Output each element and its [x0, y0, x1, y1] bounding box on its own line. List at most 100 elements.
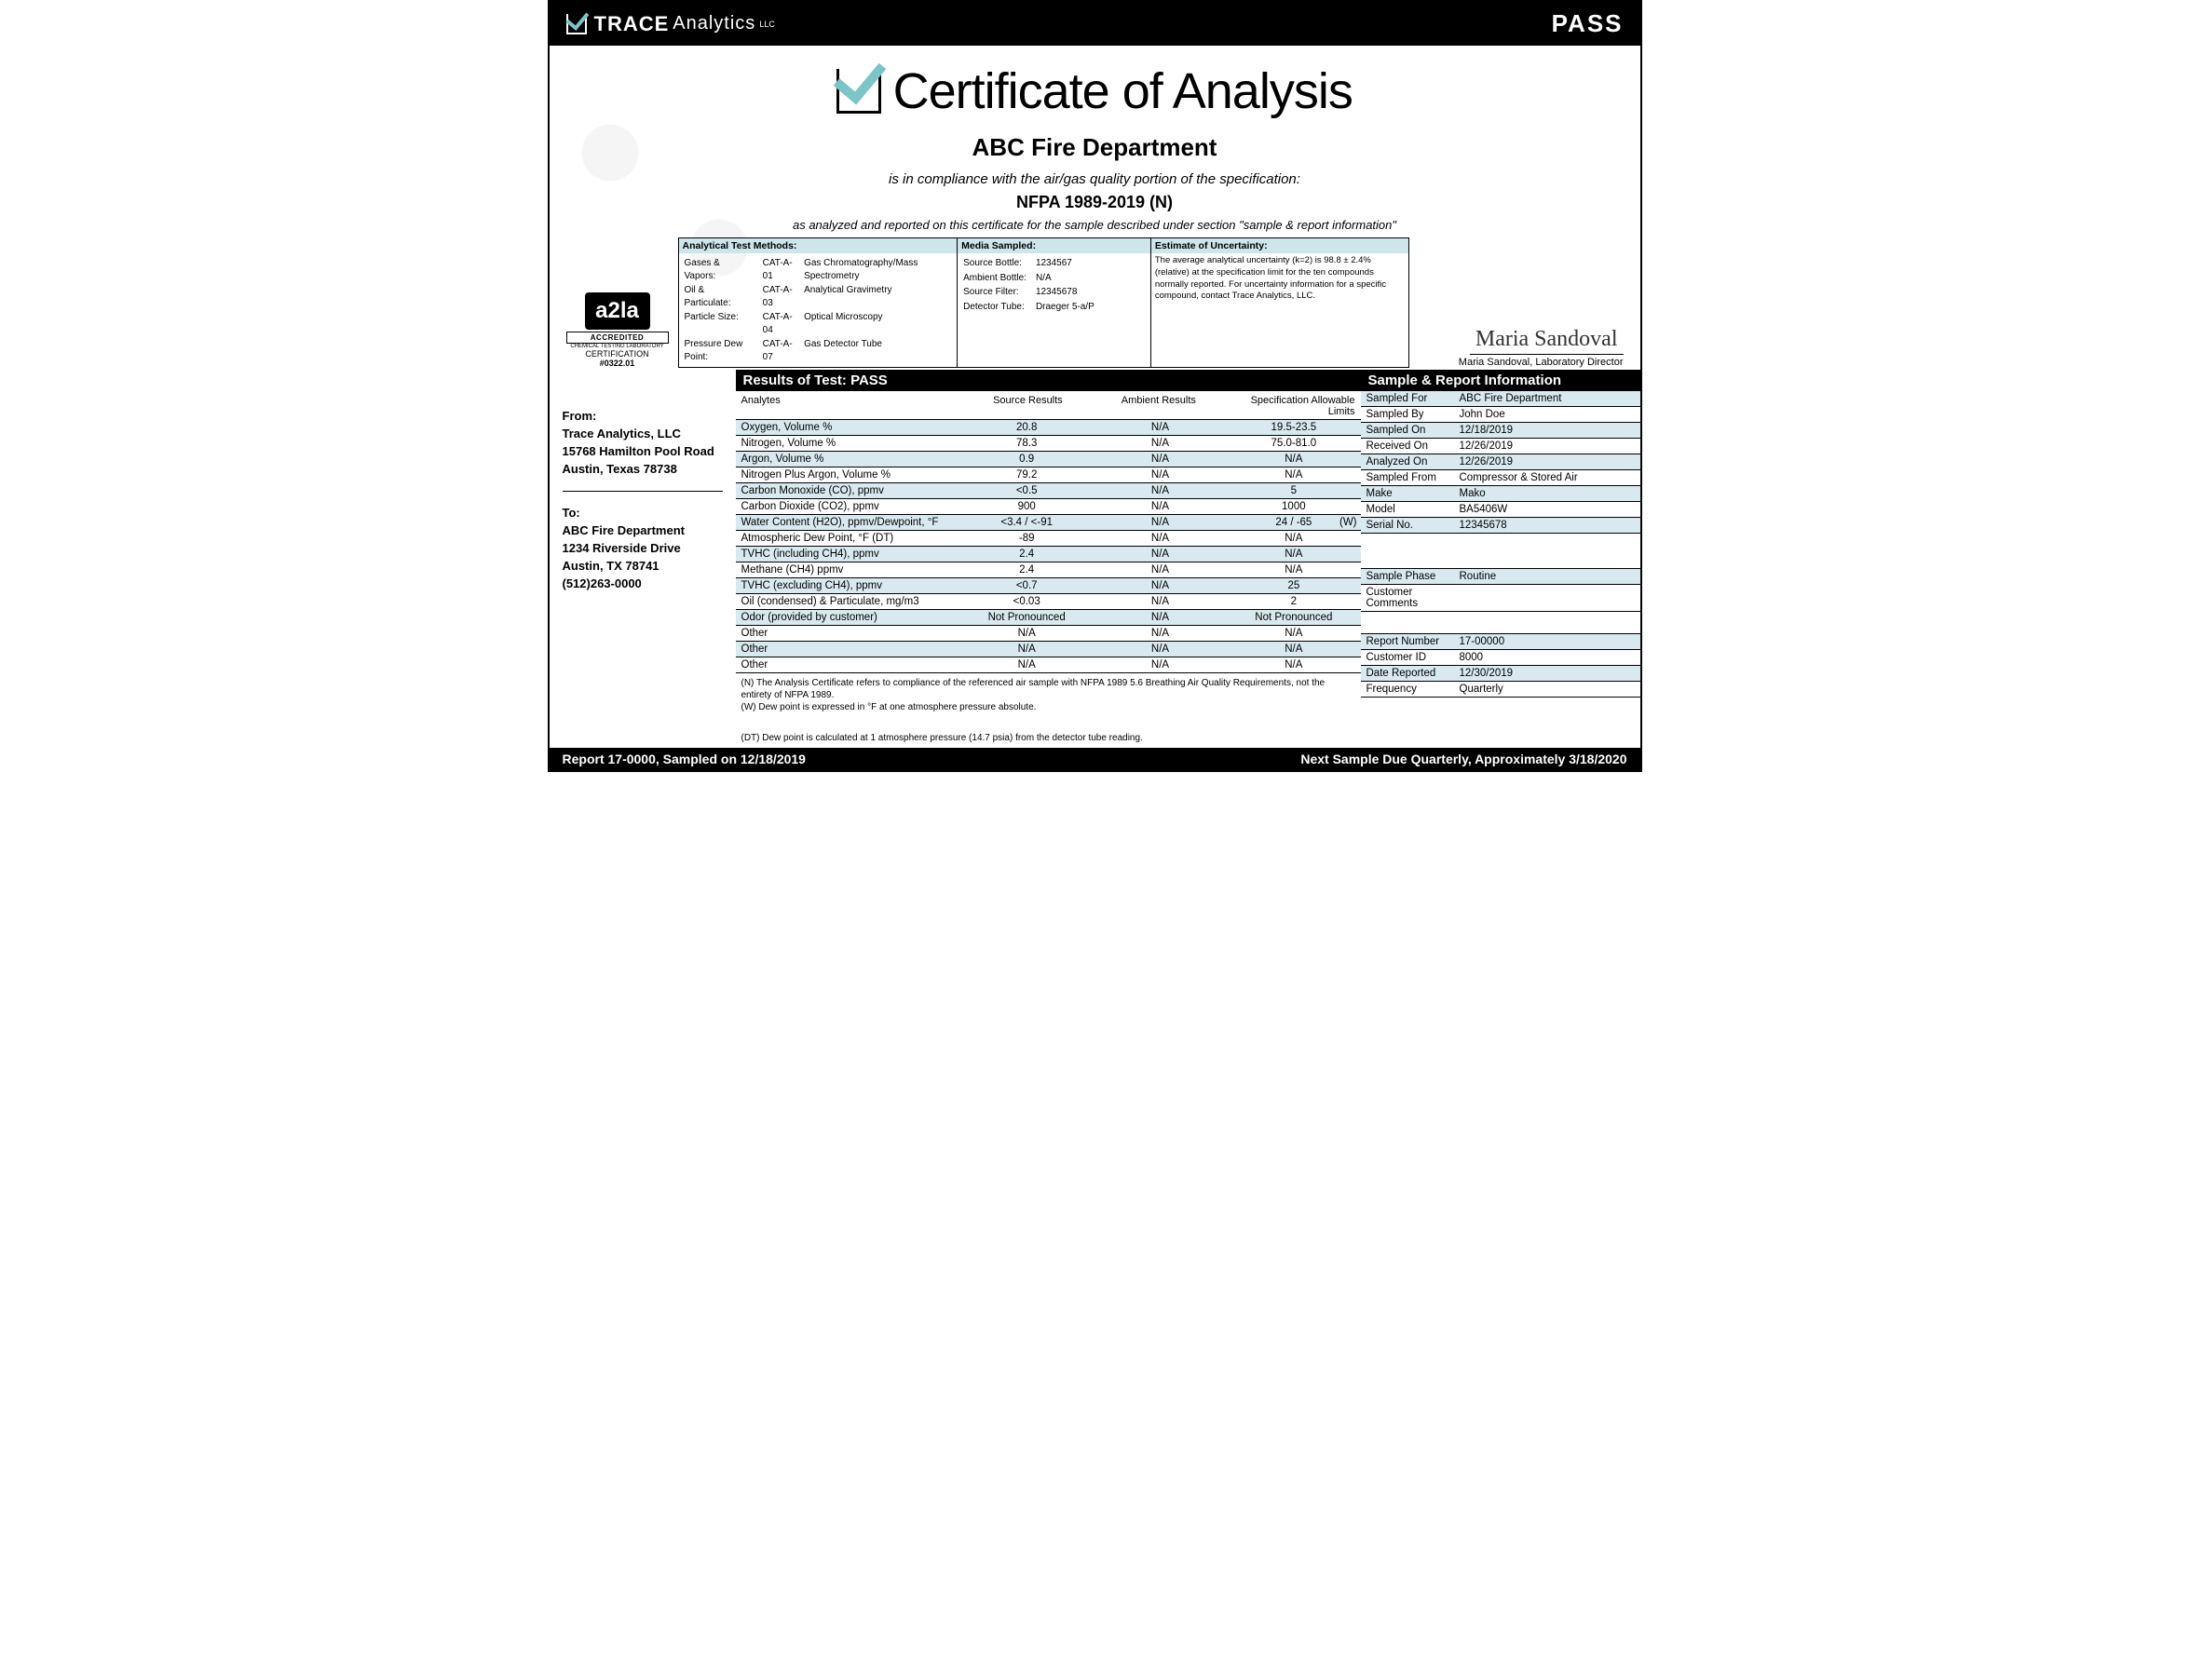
info-key: Sampled For — [1361, 391, 1454, 406]
methods-box: Analytical Test Methods: Gases & Vapors:… — [678, 237, 1409, 368]
results-header-row: Analytes Source Results Ambient Results … — [736, 391, 1361, 419]
col-limits: Specification Allowable Limits — [1224, 395, 1354, 417]
info-key: Report Number — [1361, 634, 1454, 649]
info-row: Analyzed On12/26/2019 — [1361, 454, 1640, 470]
info-row: Sampled ForABC Fire Department — [1361, 391, 1640, 407]
accred-sub2: CERTIFICATION — [566, 349, 669, 359]
ambient-result: N/A — [1094, 531, 1227, 546]
limit: 2 — [1227, 594, 1360, 609]
checkbox-icon — [566, 14, 587, 34]
result-row: Argon, Volume %0.9N/AN/A — [736, 452, 1361, 467]
info-bot-table: Report Number17-00000Customer ID8000Date… — [1361, 634, 1640, 698]
analyte: Other — [736, 626, 960, 641]
analyte: TVHC (including CH4), ppmv — [736, 547, 960, 562]
source-result: 2.4 — [960, 547, 1094, 562]
method-desc: Analytical Gravimetry — [804, 284, 951, 309]
ambient-result: N/A — [1094, 420, 1227, 435]
media-value: 1234567 — [1036, 257, 1102, 270]
result-row: Oil (condensed) & Particulate, mg/m3<0.0… — [736, 594, 1361, 610]
analyte: Nitrogen, Volume % — [736, 436, 960, 451]
accredited-bar: ACCREDITED — [566, 332, 669, 344]
info-column: Sampled ForABC Fire DepartmentSampled By… — [1361, 391, 1640, 748]
source-result: <0.5 — [960, 483, 1094, 498]
info-key: Sample Phase — [1361, 569, 1454, 584]
source-result: N/A — [960, 626, 1094, 641]
pass-badge: PASS — [1552, 9, 1624, 38]
result-row: OtherN/AN/AN/A — [736, 657, 1361, 673]
note-dt: (DT) Dew point is calculated at 1 atmosp… — [741, 732, 1355, 744]
brand-light: Analytics — [673, 13, 755, 34]
info-key: Sampled On — [1361, 423, 1454, 438]
info-key: Model — [1361, 502, 1454, 517]
results-title: Results of Test: PASS — [743, 373, 888, 388]
info-value: Mako — [1454, 486, 1640, 501]
source-result: N/A — [960, 657, 1094, 672]
ambient-result: N/A — [1094, 610, 1227, 625]
source-result: 2.4 — [960, 562, 1094, 577]
brand-suffix: LLC — [759, 20, 775, 29]
info-row: FrequencyQuarterly — [1361, 682, 1640, 698]
uncertainty-text: The average analytical uncertainty (k=2)… — [1151, 253, 1408, 305]
info-value: Compressor & Stored Air — [1454, 470, 1640, 485]
analyte: Other — [736, 642, 960, 657]
media-label: Detector Tube: — [963, 301, 1034, 314]
info-row: Customer Comments — [1361, 585, 1640, 612]
ambient-result: N/A — [1094, 642, 1227, 657]
brand-logo: TRACE Analytics LLC — [566, 12, 775, 36]
info-key: Customer Comments — [1361, 585, 1454, 611]
method-info-row: a2la ACCREDITED CHEMICAL TESTING LABORAT… — [550, 232, 1640, 370]
method-label: Gases & Vapors: — [685, 257, 761, 282]
brand-bold: TRACE — [594, 12, 670, 36]
result-row: TVHC (excluding CH4), ppmv<0.7N/A25 — [736, 578, 1361, 594]
analyte: Oil (condensed) & Particulate, mg/m3 — [736, 594, 960, 609]
info-value: 12/30/2019 — [1454, 666, 1640, 681]
analyte: Argon, Volume % — [736, 452, 960, 467]
info-title: Sample & Report Information — [1368, 373, 1562, 388]
method-label: Particle Size: — [685, 311, 761, 336]
info-value: John Doe — [1454, 407, 1640, 422]
result-row: Carbon Dioxide (CO2), ppmv900N/A1000 — [736, 499, 1361, 515]
result-row: Odor (provided by customer) Not Pronounce… — [736, 610, 1361, 626]
limit: 25 — [1227, 578, 1360, 593]
analyte: Carbon Monoxide (CO), ppmv — [736, 483, 960, 498]
note-n: (N) The Analysis Certificate refers to c… — [741, 677, 1355, 701]
method-desc: Gas Chromatography/Mass Spectrometry — [804, 257, 951, 282]
limit: Not Pronounced — [1227, 610, 1360, 625]
limit: 5 — [1227, 483, 1360, 498]
analyte: Nitrogen Plus Argon, Volume % — [736, 467, 960, 482]
method-code: CAT-A-04 — [763, 311, 802, 336]
results-column: Analytes Source Results Ambient Results … — [736, 391, 1361, 748]
analyte: Odor (provided by customer) — [736, 610, 960, 625]
source-result: <0.03 — [960, 594, 1094, 609]
from-line: 15768 Hamilton Pool Road — [563, 443, 723, 461]
ambient-result: N/A — [1094, 547, 1227, 562]
analyte: Methane (CH4) ppmv — [736, 562, 960, 577]
signature-block: Maria Sandoval Maria Sandoval, Laborator… — [1419, 327, 1624, 368]
source-result: <3.4 / <-91 — [960, 515, 1094, 530]
method-label: Pressure Dew Point: — [685, 338, 761, 363]
method-desc: Gas Detector Tube — [804, 338, 951, 363]
info-key: Analyzed On — [1361, 454, 1454, 469]
info-row: ModelBA5406W — [1361, 502, 1640, 518]
methods-table: Gases & Vapors:CAT-A-01Gas Chromatograph… — [683, 255, 954, 365]
analyte: Water Content (H2O), ppmv/Dewpoint, °F — [736, 515, 960, 530]
source-result: N/A — [960, 642, 1094, 657]
result-row: Nitrogen Plus Argon, Volume %79.2N/AN/A — [736, 467, 1361, 483]
methods-header: Analytical Test Methods: — [679, 238, 958, 253]
method-code: CAT-A-03 — [763, 284, 802, 309]
info-value: 12/26/2019 — [1454, 439, 1640, 454]
limit: 19.5-23.5 — [1227, 420, 1360, 435]
result-row: Carbon Monoxide (CO), ppmv<0.5N/A5 — [736, 483, 1361, 499]
to-line: 1234 Riverside Drive — [563, 540, 723, 558]
info-row: Sampled FromCompressor & Stored Air — [1361, 470, 1640, 486]
method-code: CAT-A-07 — [763, 338, 802, 363]
results-table: Oxygen, Volume %20.8N/A19.5-23.5Nitrogen… — [736, 419, 1361, 673]
info-row: Sample PhaseRoutine — [1361, 569, 1640, 585]
ambient-result: N/A — [1094, 452, 1227, 467]
info-key: Customer ID — [1361, 650, 1454, 665]
info-value: 17-00000 — [1454, 634, 1640, 649]
limit: N/A — [1227, 562, 1360, 577]
media-value: N/A — [1036, 272, 1102, 285]
info-mid-table: Sample PhaseRoutineCustomer Comments — [1361, 569, 1640, 612]
info-value: BA5406W — [1454, 502, 1640, 517]
